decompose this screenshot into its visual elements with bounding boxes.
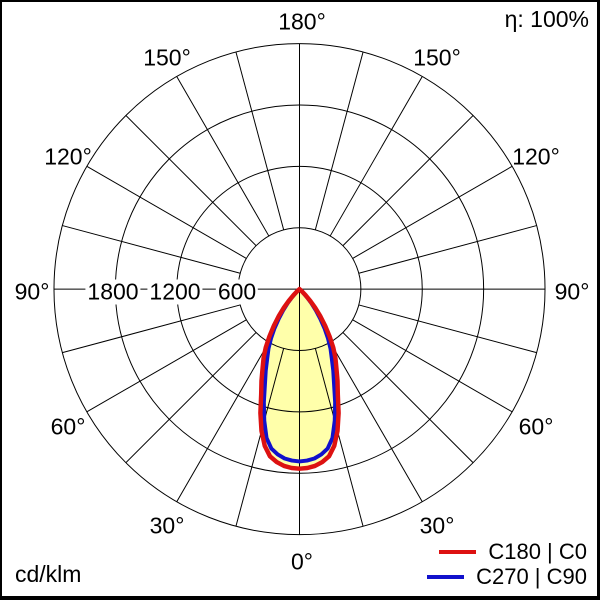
grid-spoke-45 (342, 332, 474, 464)
angle-label-90-left: 90° (14, 278, 50, 305)
grid-spoke-105 (358, 225, 537, 274)
radial-label-1200: 1200 (147, 278, 203, 305)
grid-spoke-255 (62, 225, 241, 274)
angle-label-150-right: 150° (413, 44, 461, 71)
grid-spoke-120 (352, 165, 513, 259)
grid-spoke-330 (176, 342, 270, 502)
grid-spoke-300 (86, 319, 247, 413)
angle-label-150-left: 150° (143, 44, 191, 71)
legend-item-c270-c90: C270 | C90 (427, 565, 587, 588)
grid-spoke-75 (358, 304, 537, 354)
angle-label-120-right: 120° (512, 143, 560, 170)
angle-label-30-right: 30° (419, 512, 455, 539)
legend-label-c180-c0: C180 | C0 (488, 538, 587, 564)
grid-spoke-240 (86, 165, 247, 259)
grid-spoke-285 (62, 304, 241, 354)
angle-label-60-right: 60° (518, 413, 554, 440)
angle-label-90-right: 90° (554, 278, 590, 305)
grid-spoke-165 (314, 51, 364, 230)
legend-label-c270-c90: C270 | C90 (476, 563, 587, 589)
angle-label-0-center: 0° (291, 548, 313, 575)
legend: C180 | C0 C270 | C90 (427, 540, 587, 588)
efficiency-label: η: 100% (504, 6, 589, 32)
curve-c180-c0 (258, 286, 341, 471)
angle-label-60-left: 60° (50, 413, 86, 440)
legend-item-c180-c0: C180 | C0 (427, 540, 587, 563)
grid-spoke-60 (352, 319, 513, 413)
radial-label-600: 600 (215, 278, 259, 305)
units-label: cd/klm (15, 561, 82, 587)
angle-label-180-center: 180° (278, 8, 326, 35)
angle-label-30-left: 30° (149, 512, 185, 539)
grid-spoke-135 (342, 115, 474, 247)
grid-spoke-150 (329, 76, 423, 237)
grid-spoke-30 (329, 342, 423, 502)
radial-label-1800: 1800 (85, 278, 141, 305)
grid-spoke-15 (314, 348, 364, 527)
grid-spoke-315 (125, 332, 257, 464)
grid-spoke-225 (125, 115, 257, 247)
legend-blue-line-icon (427, 574, 465, 579)
polar-grid (53, 43, 546, 536)
grid-spoke-345 (235, 348, 285, 527)
angle-label-120-left: 120° (44, 143, 92, 170)
grid-spoke-195 (235, 51, 285, 230)
legend-red-line-icon (439, 549, 477, 554)
grid-spoke-210 (176, 76, 270, 237)
